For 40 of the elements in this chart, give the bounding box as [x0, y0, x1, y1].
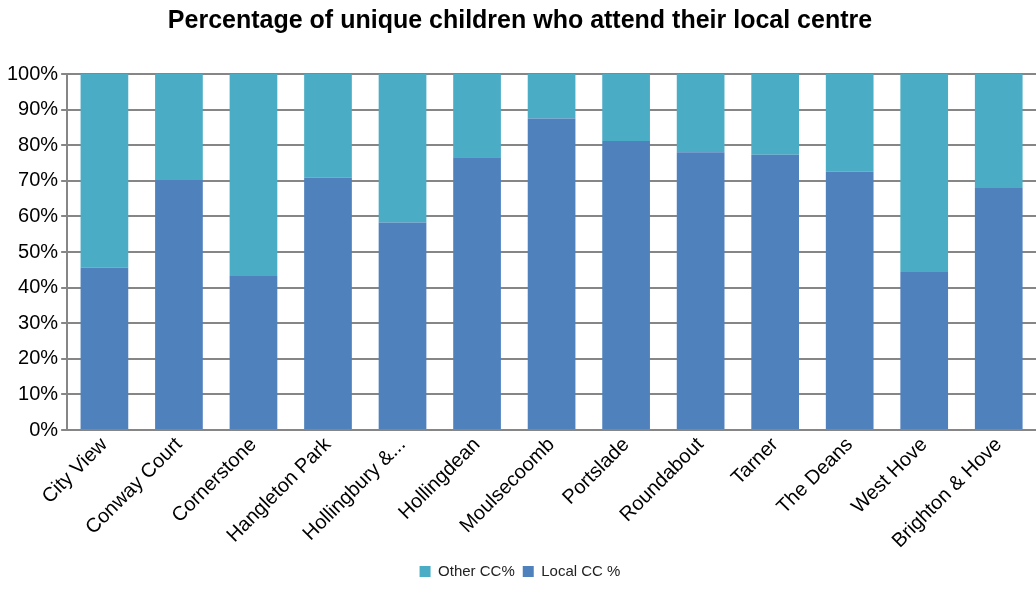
bar: [676, 152, 725, 430]
bar: [676, 74, 725, 153]
bar: [453, 157, 501, 430]
bar: [900, 74, 949, 272]
bar: [527, 118, 576, 430]
y-tick-label: 50%: [18, 239, 59, 262]
bar: [80, 267, 129, 430]
y-tick-label: 40%: [18, 275, 59, 298]
legend-label: Other CC%: [438, 561, 515, 579]
bar: [527, 74, 576, 119]
y-tick-label: 70%: [18, 168, 59, 191]
bar: [378, 74, 427, 223]
bar: [155, 180, 203, 430]
y-tick-label: 100%: [7, 61, 59, 84]
y-tick-label: 30%: [18, 310, 59, 333]
bar: [974, 74, 1023, 188]
chart-title: Percentage of unique children who attend their local centre: [167, 4, 873, 33]
bar: [304, 177, 352, 430]
bar: [378, 222, 427, 430]
bar: [453, 74, 501, 158]
legend-label: Local CC %: [541, 561, 621, 579]
y-tick-label: 60%: [18, 203, 59, 226]
bar: [602, 140, 650, 430]
y-tick-label: 90%: [18, 97, 59, 120]
y-tick-label: 20%: [18, 346, 59, 369]
bar: [900, 271, 949, 430]
bar: [229, 74, 278, 276]
bar: [229, 275, 278, 430]
bar: [825, 74, 874, 172]
bar: [304, 74, 352, 178]
bar: [825, 171, 874, 430]
bar: [974, 187, 1023, 430]
y-tick-label: 0%: [29, 417, 59, 440]
bar: [751, 74, 800, 155]
bar: [602, 74, 650, 141]
bar: [155, 74, 203, 181]
y-tick-label: 10%: [18, 381, 59, 404]
bar: [751, 154, 800, 430]
bar: [80, 74, 129, 268]
y-tick-label: 80%: [18, 132, 59, 155]
